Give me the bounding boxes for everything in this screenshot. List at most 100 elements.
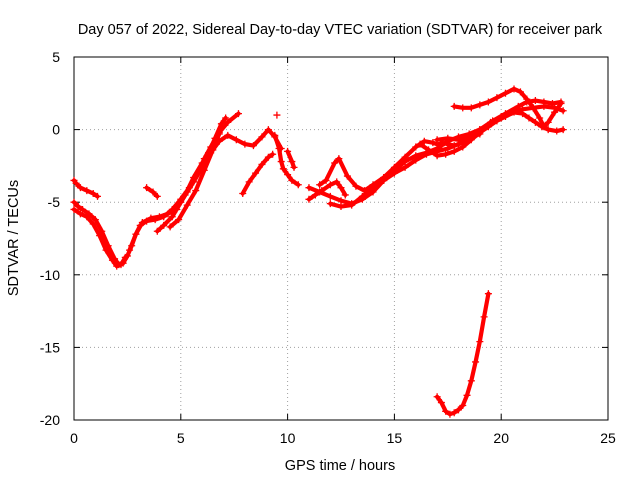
y-tick-label: -20 xyxy=(40,412,60,428)
data-point-marker xyxy=(271,131,279,139)
series-line xyxy=(435,291,491,417)
data-point-marker xyxy=(192,187,200,195)
data-point-marker xyxy=(258,133,266,141)
data-point-marker xyxy=(516,88,524,96)
data-point-marker xyxy=(433,136,441,144)
data-point-marker xyxy=(459,401,467,409)
x-tick-label: 25 xyxy=(600,430,616,446)
data-point-marker xyxy=(529,104,537,112)
data-point-marker xyxy=(316,181,324,189)
series-line xyxy=(285,149,297,170)
data-point-marker xyxy=(277,158,285,166)
data-point-marker xyxy=(143,184,151,192)
y-tick-label: 0 xyxy=(52,122,60,138)
data-point-marker xyxy=(472,358,480,366)
data-point-marker xyxy=(463,137,471,145)
data-point-marker xyxy=(76,210,84,218)
series-arc-10 xyxy=(271,131,302,189)
data-point-marker xyxy=(217,120,225,128)
data-point-marker xyxy=(74,203,82,211)
data-point-marker xyxy=(177,198,185,206)
data-point-marker xyxy=(249,142,257,150)
data-point-marker xyxy=(467,377,475,385)
data-point-marker xyxy=(401,163,409,171)
data-point-marker xyxy=(401,153,409,161)
y-tick-label: 5 xyxy=(52,49,60,65)
data-point-marker xyxy=(559,126,567,134)
series-arc-5 xyxy=(143,184,161,200)
data-point-marker xyxy=(437,399,445,407)
data-point-marker xyxy=(337,184,345,192)
data-point-marker xyxy=(444,134,452,142)
data-point-marker xyxy=(164,210,172,218)
data-point-marker xyxy=(416,140,424,148)
data-point-marker xyxy=(548,99,556,107)
y-tick-label: -10 xyxy=(40,267,60,283)
data-point-marker xyxy=(155,213,163,221)
data-point-marker xyxy=(437,139,445,147)
x-tick-label: 20 xyxy=(493,430,509,446)
data-point-marker xyxy=(126,246,134,254)
chart-title: Day 057 of 2022, Sidereal Day-to-day VTE… xyxy=(78,22,603,38)
data-point-marker xyxy=(433,152,441,160)
data-point-marker xyxy=(76,184,84,192)
data-point-marker xyxy=(557,99,565,107)
x-tick-label: 5 xyxy=(177,430,185,446)
data-point-marker xyxy=(467,104,475,112)
data-point-marker xyxy=(540,123,548,131)
data-point-marker xyxy=(425,146,433,154)
data-point-marker xyxy=(234,110,242,118)
data-point-marker xyxy=(380,176,388,184)
data-point-marker xyxy=(79,205,87,213)
data-point-marker xyxy=(294,181,302,189)
data-point-marker xyxy=(484,98,492,106)
data-point-marker xyxy=(523,95,531,103)
data-point-marker xyxy=(200,166,208,174)
data-point-marker xyxy=(493,94,501,102)
data-point-marker xyxy=(288,158,296,166)
data-point-marker xyxy=(480,313,488,321)
data-point-marker xyxy=(284,171,292,179)
series-arc-19 xyxy=(450,85,565,131)
data-point-marker xyxy=(463,391,471,399)
data-point-marker xyxy=(390,169,398,177)
data-point-marker xyxy=(138,219,146,227)
series-arc-9 xyxy=(273,111,281,119)
y-tick-label: -15 xyxy=(40,339,60,355)
y-tick-label: -5 xyxy=(48,194,61,210)
data-point-marker xyxy=(108,256,116,264)
data-point-marker xyxy=(132,230,140,238)
data-point-marker xyxy=(288,176,296,184)
series-line xyxy=(272,133,301,187)
data-point-marker xyxy=(166,223,174,231)
data-point-marker xyxy=(450,142,458,150)
data-point-marker xyxy=(420,137,428,145)
data-point-marker xyxy=(72,179,80,187)
data-point-marker xyxy=(501,110,509,118)
data-point-marker xyxy=(83,213,91,221)
series-arc-7 xyxy=(166,130,223,231)
data-point-marker xyxy=(544,118,552,126)
data-point-marker xyxy=(412,156,420,164)
data-point-marker xyxy=(326,192,334,200)
series-arc-3 xyxy=(70,205,129,270)
data-point-marker xyxy=(183,201,191,209)
data-point-marker xyxy=(446,410,454,418)
data-point-marker xyxy=(121,253,129,261)
data-point-marker xyxy=(96,232,104,240)
data-point-marker xyxy=(352,182,360,190)
data-point-marker xyxy=(190,178,198,186)
data-point-marker xyxy=(232,136,240,144)
data-point-marker xyxy=(102,246,110,254)
data-point-marker xyxy=(429,139,437,147)
data-point-marker xyxy=(559,107,567,115)
data-point-marker xyxy=(544,126,552,134)
data-point-marker xyxy=(422,150,430,158)
data-point-marker xyxy=(331,159,339,167)
data-point-marker xyxy=(476,101,484,109)
data-point-marker xyxy=(89,220,97,228)
data-point-marker xyxy=(113,262,121,270)
data-point-marker xyxy=(316,188,324,196)
data-point-marker xyxy=(89,189,97,197)
data-point-marker xyxy=(433,393,441,401)
